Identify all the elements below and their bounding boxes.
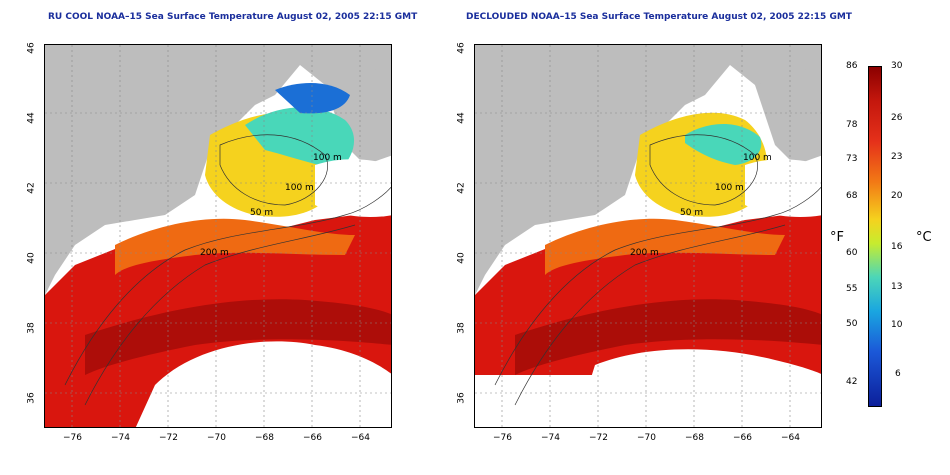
- lon-tick-label: −76: [63, 433, 82, 443]
- right-sst-map: 100 m 100 m 50 m 200 m: [474, 44, 822, 428]
- bathymetry-contours: [494, 134, 821, 406]
- celsius-tick: 20: [891, 191, 903, 201]
- land-region: [475, 45, 821, 295]
- fahrenheit-tick: 78: [846, 120, 858, 130]
- lon-tick-label: −74: [541, 433, 560, 443]
- celsius-tick: 6: [895, 369, 901, 379]
- celsius-tick: 26: [891, 113, 903, 123]
- fahrenheit-tick: 50: [846, 319, 858, 329]
- fahrenheit-tick: 86: [846, 61, 858, 71]
- coldest-water-patch: [275, 83, 350, 114]
- lat-tick-label: 40: [26, 252, 37, 264]
- left-map-title: RU COOL NOAA–15 Sea Surface Temperature …: [48, 12, 418, 22]
- cloud-east: [315, 159, 391, 217]
- cold-water-patch: [245, 107, 355, 170]
- fahrenheit-tick: 73: [846, 154, 858, 164]
- lat-lon-grid: [475, 45, 821, 427]
- shelf-water: [545, 218, 785, 275]
- left-sst-map: 100 m 100 m 50 m 200 m: [44, 44, 392, 428]
- fahrenheit-unit-label: °F: [830, 230, 844, 245]
- fahrenheit-tick: 55: [846, 284, 858, 294]
- lat-tick-label: 46: [456, 42, 467, 54]
- cold-water-patch: [685, 123, 762, 165]
- contour-label: 200 m: [630, 248, 659, 258]
- lon-tick-label: −64: [781, 433, 800, 443]
- cloud-region: [575, 349, 821, 427]
- right-map-title: DECLOUDED NOAA–15 Sea Surface Temperatur…: [466, 12, 852, 22]
- shelf-water: [115, 218, 355, 275]
- lat-tick-label: 36: [456, 392, 467, 404]
- contour-label: 200 m: [200, 248, 229, 258]
- bathymetry-contours: [64, 134, 391, 406]
- lon-tick-label: −72: [159, 433, 178, 443]
- lat-tick-label: 42: [456, 182, 467, 194]
- lon-tick-label: −76: [493, 433, 512, 443]
- lon-tick-label: −64: [351, 433, 370, 443]
- lat-tick-label: 42: [26, 182, 37, 194]
- lat-lon-grid: [45, 45, 391, 427]
- lat-tick-label: 38: [26, 322, 37, 334]
- contour-label: 100 m: [715, 183, 744, 193]
- lat-tick-label: 44: [26, 112, 37, 124]
- lat-tick-label: 38: [456, 322, 467, 334]
- lon-tick-label: −70: [207, 433, 226, 443]
- land-nova-scotia: [755, 65, 821, 165]
- celsius-tick: 23: [891, 152, 903, 162]
- lat-tick-label: 40: [456, 252, 467, 264]
- fahrenheit-tick: 42: [846, 377, 858, 387]
- celsius-tick: 10: [891, 320, 903, 330]
- hot-water-band: [515, 299, 821, 375]
- celsius-unit-label: °C: [916, 230, 932, 245]
- lon-tick-label: −66: [303, 433, 322, 443]
- contour-label: 50 m: [680, 208, 703, 218]
- cloud-east: [745, 159, 821, 217]
- land-region: [45, 45, 391, 295]
- lon-tick-label: −74: [111, 433, 130, 443]
- lon-tick-label: −68: [685, 433, 704, 443]
- fahrenheit-tick: 68: [846, 191, 858, 201]
- contour-label: 50 m: [250, 208, 273, 218]
- contour-label: 100 m: [313, 153, 342, 163]
- celsius-tick: 13: [891, 282, 903, 292]
- hot-water-band: [85, 299, 391, 375]
- lon-tick-label: −68: [255, 433, 274, 443]
- lon-tick-label: −72: [589, 433, 608, 443]
- lon-tick-label: −70: [637, 433, 656, 443]
- fahrenheit-tick: 60: [846, 248, 858, 258]
- celsius-tick: 16: [891, 242, 903, 252]
- celsius-tick: 30: [891, 61, 903, 71]
- temperature-colorbar: [868, 66, 882, 407]
- lat-tick-label: 44: [456, 112, 467, 124]
- lat-tick-label: 36: [26, 392, 37, 404]
- lat-tick-label: 46: [26, 42, 37, 54]
- cloud-region: [135, 341, 391, 427]
- contour-label: 100 m: [285, 183, 314, 193]
- lon-tick-label: −66: [733, 433, 752, 443]
- contour-label: 100 m: [743, 153, 772, 163]
